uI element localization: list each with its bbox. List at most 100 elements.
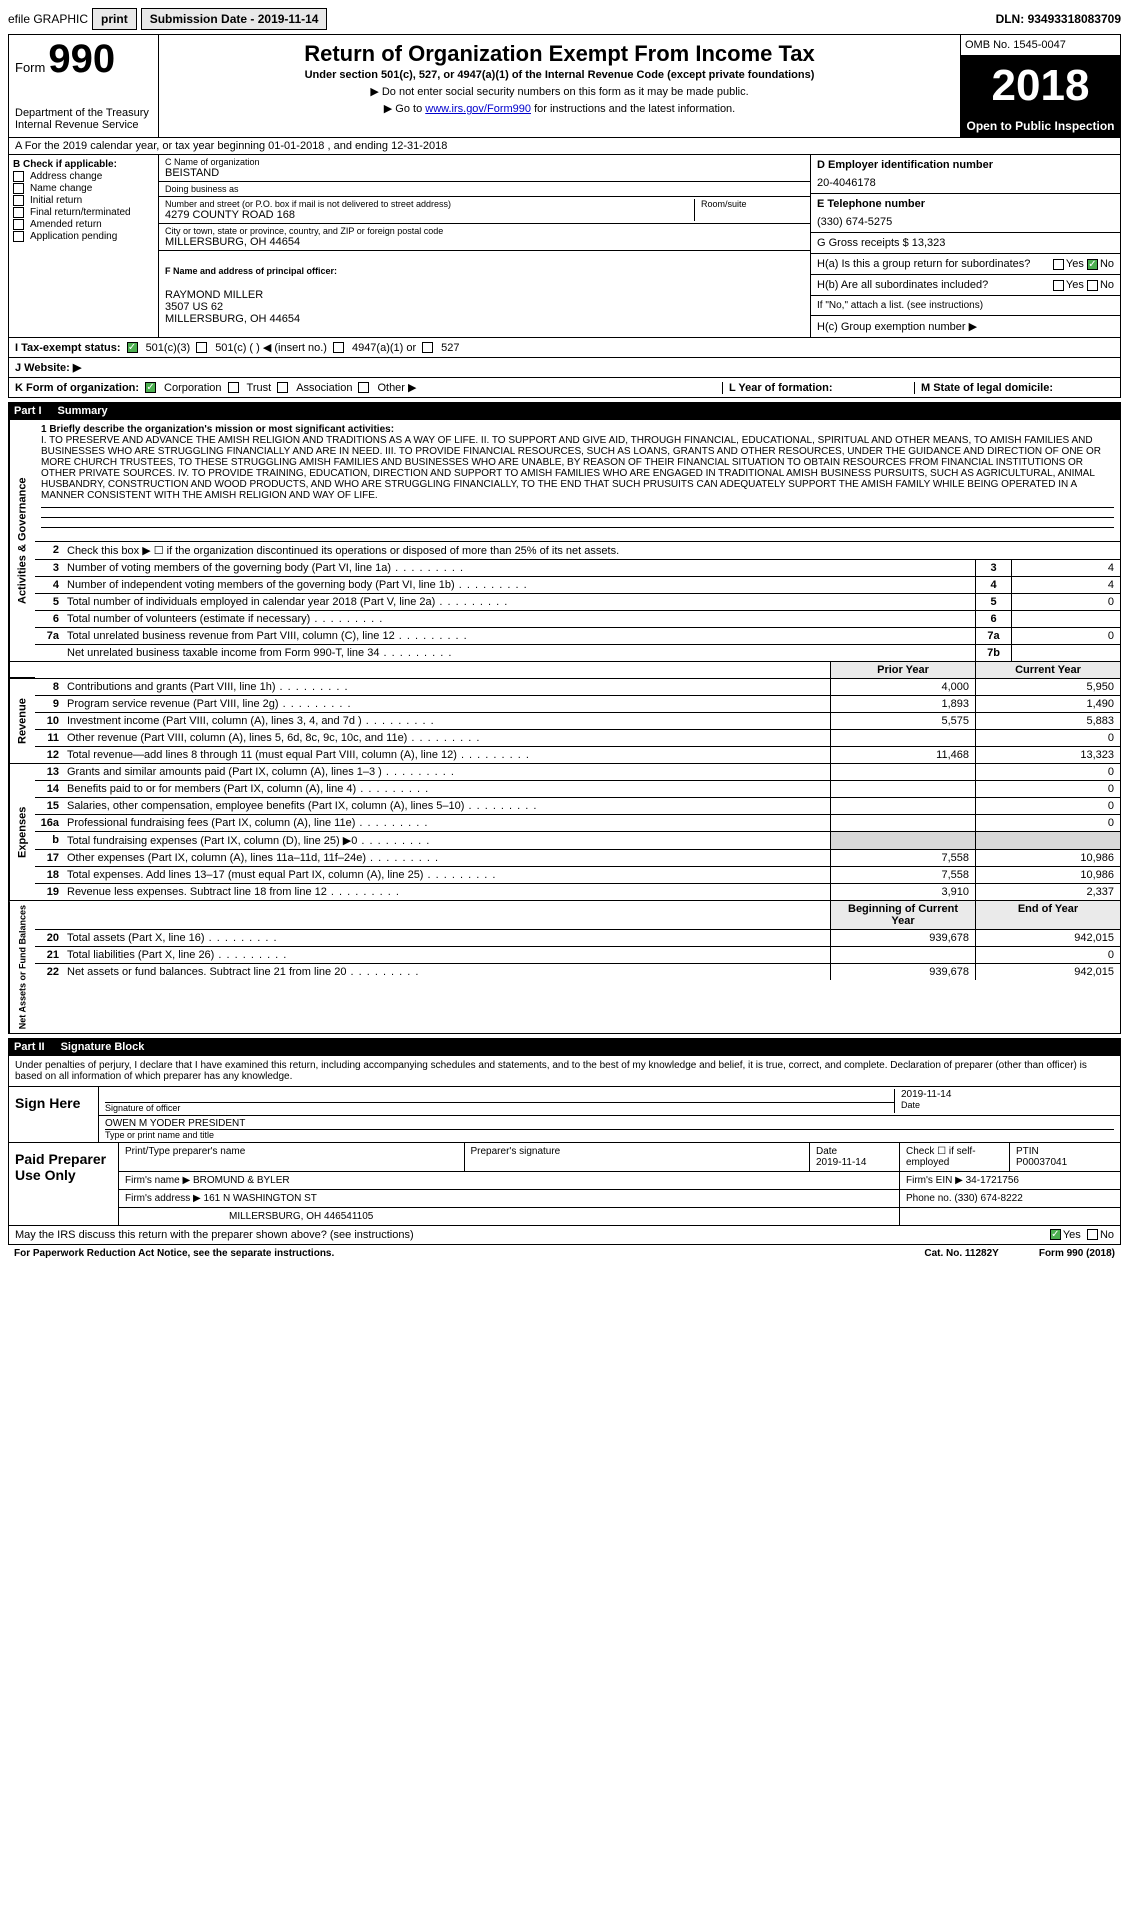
city: MILLERSBURG, OH 44654: [165, 236, 804, 248]
line-16a: 16aProfessional fundraising fees (Part I…: [35, 815, 1120, 832]
line-6: 6Total number of volunteers (estimate if…: [35, 611, 1120, 628]
col-boy: Beginning of Current Year: [830, 901, 975, 929]
efile-label: efile GRAPHIC: [8, 12, 88, 26]
k-corp[interactable]: ✓: [145, 382, 156, 393]
tax-year: 2018: [961, 56, 1120, 115]
line-18: 18Total expenses. Add lines 13–17 (must …: [35, 867, 1120, 884]
footnote: For Paperwork Reduction Act Notice, see …: [8, 1245, 1121, 1262]
line-19: 19Revenue less expenses. Subtract line 1…: [35, 884, 1120, 900]
header-note2: ▶ Go to www.irs.gov/Form990 for instruct…: [165, 102, 954, 115]
hb-no[interactable]: [1087, 280, 1098, 291]
section-bcd: B Check if applicable: Address changeNam…: [8, 155, 1121, 338]
ha-row: H(a) Is this a group return for subordin…: [811, 254, 1120, 275]
form-title: Return of Organization Exempt From Incom…: [165, 41, 954, 67]
line-14: 14Benefits paid to or for members (Part …: [35, 781, 1120, 798]
ha-yes[interactable]: [1053, 259, 1064, 270]
dba-row: Doing business as: [159, 182, 810, 197]
line-20: 20Total assets (Part X, line 16)939,6789…: [35, 930, 1120, 947]
org-name-row: C Name of organization BEISTAND: [159, 155, 810, 182]
tax-status-row: I Tax-exempt status: ✓501(c)(3) 501(c) (…: [8, 338, 1121, 358]
checkbox-application-pending[interactable]: Application pending: [13, 231, 154, 242]
line-7a: 7aTotal unrelated business revenue from …: [35, 628, 1120, 645]
irs-link[interactable]: www.irs.gov/Form990: [425, 103, 531, 115]
header-right: OMB No. 1545-0047 2018 Open to Public In…: [960, 35, 1120, 137]
k-assoc[interactable]: [277, 382, 288, 393]
k-trust[interactable]: [228, 382, 239, 393]
col-b: B Check if applicable: Address changeNam…: [9, 155, 159, 337]
part1-net-hdr: Net Assets or Fund Balances Beginning of…: [8, 901, 1121, 1034]
checkbox-final-return-terminated[interactable]: Final return/terminated: [13, 207, 154, 218]
submission-date-button[interactable]: Submission Date - 2019-11-14: [141, 8, 328, 30]
header-note1: ▶ Do not enter social security numbers o…: [165, 85, 954, 98]
state-domicile: M State of legal domicile:: [914, 382, 1114, 394]
officer-name: OWEN M YODER PRESIDENT: [105, 1118, 1114, 1130]
col-prior-year: Prior Year: [830, 662, 975, 678]
department: Department of the Treasury Internal Reve…: [15, 107, 152, 131]
part2-header: Part II Signature Block: [8, 1038, 1121, 1056]
status-501c[interactable]: [196, 342, 207, 353]
line-7b: Net unrelated business taxable income fr…: [35, 645, 1120, 661]
line-21: 21Total liabilities (Part X, line 26)0: [35, 947, 1120, 964]
top-bar: efile GRAPHIC print Submission Date - 20…: [8, 8, 1121, 30]
dln: DLN: 93493318083709: [996, 12, 1121, 26]
open-inspection: Open to Public Inspection: [961, 115, 1120, 137]
ein-row: D Employer identification number 20-4046…: [811, 155, 1120, 194]
k-other[interactable]: [358, 382, 369, 393]
discuss-yes[interactable]: ✓: [1050, 1229, 1061, 1240]
prep-label: Paid Preparer Use Only: [9, 1143, 119, 1225]
col-eoy: End of Year: [975, 901, 1120, 929]
checkbox-name-change[interactable]: Name change: [13, 183, 154, 194]
checkbox-amended-return[interactable]: Amended return: [13, 219, 154, 230]
line-9: 9Program service revenue (Part VIII, lin…: [35, 696, 1120, 713]
part1-expenses: Expenses 13Grants and similar amounts pa…: [8, 764, 1121, 901]
klm-row: K Form of organization: ✓Corporation Tru…: [8, 378, 1121, 398]
gross-receipts: 13,323: [912, 237, 946, 249]
line-8: 8Contributions and grants (Part VIII, li…: [35, 679, 1120, 696]
paid-preparer: Paid Preparer Use Only Print/Type prepar…: [8, 1143, 1121, 1226]
col-d: D Employer identification number 20-4046…: [810, 155, 1120, 337]
part1-rev-hdr: Prior Year Current Year: [8, 662, 1121, 679]
side-ag: Activities & Governance: [9, 420, 35, 661]
row-a: A For the 2019 calendar year, or tax yea…: [8, 138, 1121, 155]
mission-text: I. TO PRESERVE AND ADVANCE THE AMISH REL…: [41, 435, 1114, 501]
checkbox-initial-return[interactable]: Initial return: [13, 195, 154, 206]
year-formation: L Year of formation:: [722, 382, 902, 394]
line-22: 22Net assets or fund balances. Subtract …: [35, 964, 1120, 980]
line-b: bTotal fundraising expenses (Part IX, co…: [35, 832, 1120, 850]
officer-row: F Name and address of principal officer:…: [159, 251, 810, 327]
checkbox-address-change[interactable]: Address change: [13, 171, 154, 182]
sign-here-label: Sign Here: [9, 1087, 99, 1142]
officer: RAYMOND MILLER 3507 US 62 MILLERSBURG, O…: [165, 289, 300, 325]
tel-row: E Telephone number (330) 674-5275: [811, 194, 1120, 233]
gross-row: G Gross receipts $ 13,323: [811, 233, 1120, 254]
print-button[interactable]: print: [92, 8, 137, 30]
hc-row: H(c) Group exemption number ▶: [811, 316, 1120, 337]
street-row: Number and street (or P.O. box if mail i…: [159, 197, 810, 224]
form-prefix: Form: [15, 60, 45, 75]
side-net: Net Assets or Fund Balances: [9, 901, 35, 1033]
ha-no[interactable]: ✓: [1087, 259, 1098, 270]
part1-revenue: Revenue 8Contributions and grants (Part …: [8, 679, 1121, 764]
status-501c3[interactable]: ✓: [127, 342, 138, 353]
discuss-no[interactable]: [1087, 1229, 1098, 1240]
side-exp: Expenses: [9, 764, 35, 900]
line-15: 15Salaries, other compensation, employee…: [35, 798, 1120, 815]
col-c: C Name of organization BEISTAND Doing bu…: [159, 155, 810, 337]
side-rev-spacer: [9, 662, 35, 678]
line-12: 12Total revenue—add lines 8 through 11 (…: [35, 747, 1120, 763]
form-number: 990: [48, 37, 115, 81]
signature-block: Under penalties of perjury, I declare th…: [8, 1056, 1121, 1143]
status-4947[interactable]: [333, 342, 344, 353]
telephone: (330) 674-5275: [817, 216, 1114, 228]
discuss-row: May the IRS discuss this return with the…: [8, 1226, 1121, 1245]
firm-name: BROMUND & BYLER: [193, 1175, 290, 1186]
org-name: BEISTAND: [165, 167, 804, 179]
form-header: Form 990 Department of the Treasury Inte…: [8, 34, 1121, 138]
hb-yes[interactable]: [1053, 280, 1064, 291]
street: 4279 COUNTY ROAD 168: [165, 209, 694, 221]
header-left: Form 990 Department of the Treasury Inte…: [9, 35, 159, 137]
col-b-title: B Check if applicable:: [13, 159, 154, 170]
sig-date: 2019-11-14: [901, 1089, 1114, 1100]
status-527[interactable]: [422, 342, 433, 353]
line-4: 4Number of independent voting members of…: [35, 577, 1120, 594]
